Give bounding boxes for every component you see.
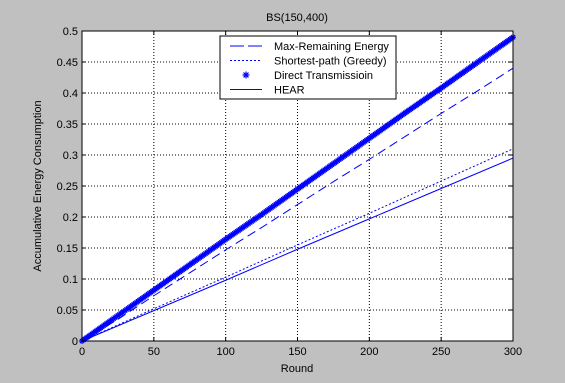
y-tick-label: 0.2 xyxy=(63,212,78,224)
y-tick-label: 0.4 xyxy=(63,88,78,100)
y-tick-label: 0.1 xyxy=(63,274,78,286)
y-tick-label: 0.45 xyxy=(57,57,78,69)
x-tick-label: 200 xyxy=(360,346,378,358)
legend-label-direct-transmissioin: Direct Transmissioin xyxy=(274,70,373,82)
series-layer xyxy=(79,34,516,344)
tick-layer: 0 50 100 150 200 250 300 0 0.05 0.1 0.15 0.2 0.25 0.3… xyxy=(57,26,523,358)
y-tick-label: 0.25 xyxy=(57,181,78,193)
legend-label-hear: HEAR xyxy=(274,85,305,97)
legend-label-shortest-path-greedy: Shortest-path (Greedy) xyxy=(274,56,387,68)
y-tick-label: 0.05 xyxy=(57,305,78,317)
x-tick-label: 250 xyxy=(432,346,450,358)
y-axis-label: Accumulative Energy Consumption xyxy=(32,100,44,271)
y-tick-label: 0.15 xyxy=(57,243,78,255)
x-tick-label: 0 xyxy=(79,346,85,358)
x-tick-label: 100 xyxy=(216,346,234,358)
series-shortest-path-greedy xyxy=(81,148,514,342)
y-tick-label: 0 xyxy=(72,336,78,348)
legend-label-max-remaining-energy: Max-Remaining Energy xyxy=(274,41,389,53)
legend-items: Max-Remaining Energy Shortest-path (Greed… xyxy=(230,41,389,97)
x-tick-label: 300 xyxy=(504,346,522,358)
x-axis-label: Round xyxy=(281,363,313,375)
series-direct-transmissioin xyxy=(79,34,516,344)
series-max-remaining-energy xyxy=(81,67,514,342)
series-hear xyxy=(81,157,514,342)
chart-title: BS(150,400) xyxy=(266,12,328,24)
y-tick-label: 0.3 xyxy=(63,150,78,162)
x-tick-label: 50 xyxy=(148,346,160,358)
legend: Max-Remaining Energy Shortest-path (Greed… xyxy=(219,35,397,100)
x-tick-label: 150 xyxy=(288,346,306,358)
legend-marker-direct-transmissioin xyxy=(242,71,250,79)
y-tick-label: 0.5 xyxy=(63,26,78,38)
y-tick-label: 0.35 xyxy=(57,119,78,131)
